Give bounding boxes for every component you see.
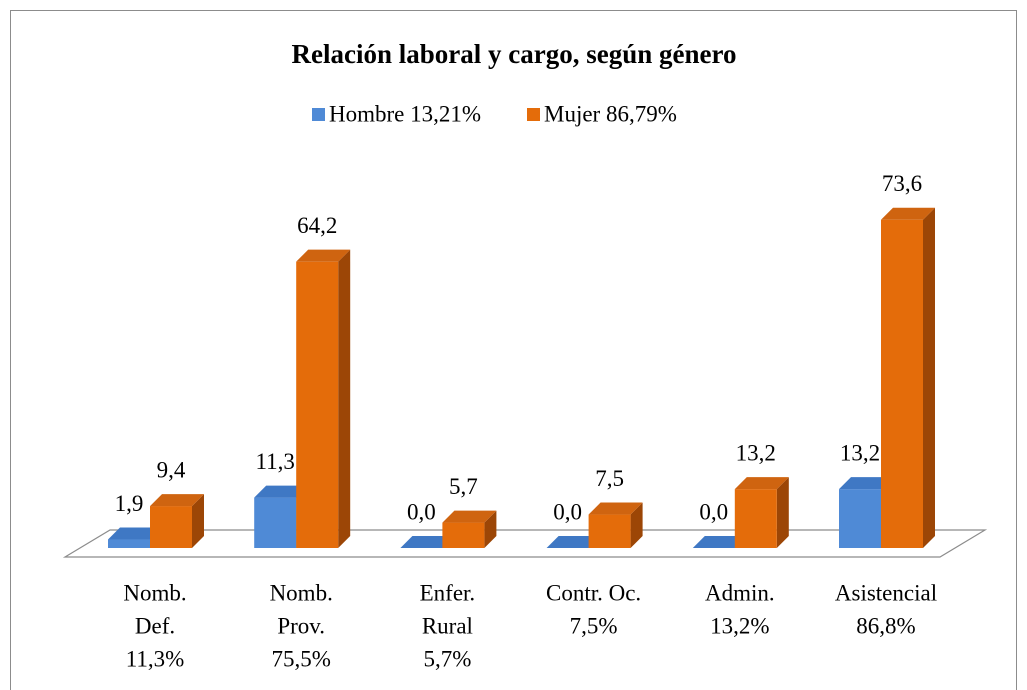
bar-top	[400, 536, 455, 548]
bar	[734, 489, 777, 548]
x-tick-label: 5,7%	[423, 646, 471, 671]
value-label: 73,6	[882, 171, 922, 196]
x-tick-label: Asistencial	[835, 580, 937, 605]
x-tick-label: 75,5%	[271, 646, 330, 671]
x-tick-label: 7,5%	[570, 613, 618, 638]
bar-top	[150, 494, 204, 507]
x-tick-label: Nomb.	[270, 580, 333, 605]
bar-side	[776, 477, 789, 548]
chart-border	[10, 10, 1017, 690]
bar	[588, 514, 631, 548]
bar	[442, 522, 485, 548]
bar	[150, 506, 192, 548]
legend-swatch	[527, 108, 540, 121]
value-label: 1,9	[115, 491, 144, 516]
bar-top	[588, 502, 643, 515]
value-label: 9,4	[157, 457, 186, 482]
value-label: 13,2	[840, 440, 880, 465]
bar	[108, 539, 150, 548]
bar-top	[254, 485, 309, 498]
bar-top	[734, 477, 789, 490]
bar-top	[108, 527, 162, 540]
x-tick-label: Enfer.	[420, 580, 476, 605]
value-label: 0,0	[553, 499, 582, 524]
value-label: 13,2	[736, 440, 776, 465]
x-tick-label: Admin.	[705, 580, 775, 605]
bar-side	[338, 249, 351, 548]
bar-top	[692, 536, 747, 548]
bar	[254, 497, 297, 548]
bar-top	[442, 510, 497, 523]
x-tick-label: 11,3%	[126, 646, 185, 671]
value-label: 7,5	[595, 466, 624, 491]
bar-side	[192, 494, 204, 548]
x-tick-label: Contr. Oc.	[546, 580, 641, 605]
bar-side	[923, 207, 935, 548]
x-tick-label: Prov.	[277, 613, 325, 638]
bar-top	[839, 477, 893, 490]
legend-label: Mujer 86,79%	[544, 101, 677, 126]
value-label: 0,0	[407, 499, 436, 524]
bar	[881, 219, 923, 548]
bar	[839, 489, 881, 548]
value-label: 64,2	[297, 213, 337, 238]
bar-side	[484, 510, 497, 548]
bar	[296, 261, 339, 548]
value-label: 11,3	[255, 449, 294, 474]
value-label: 5,7	[449, 474, 478, 499]
legend-label: Hombre 13,21%	[329, 101, 481, 126]
bar-top	[881, 207, 935, 220]
bar-top	[546, 536, 601, 548]
x-tick-label: Rural	[422, 613, 473, 638]
value-label: 0,0	[699, 499, 728, 524]
bar-top	[296, 249, 351, 262]
x-tick-label: 86,8%	[856, 613, 915, 638]
legend-swatch	[312, 108, 325, 121]
x-tick-label: 13,2%	[710, 613, 769, 638]
x-tick-label: Def.	[135, 613, 175, 638]
bar-side	[630, 502, 643, 548]
x-tick-label: Nomb.	[123, 580, 186, 605]
chart-title: Relación laboral y cargo, según género	[292, 39, 737, 69]
